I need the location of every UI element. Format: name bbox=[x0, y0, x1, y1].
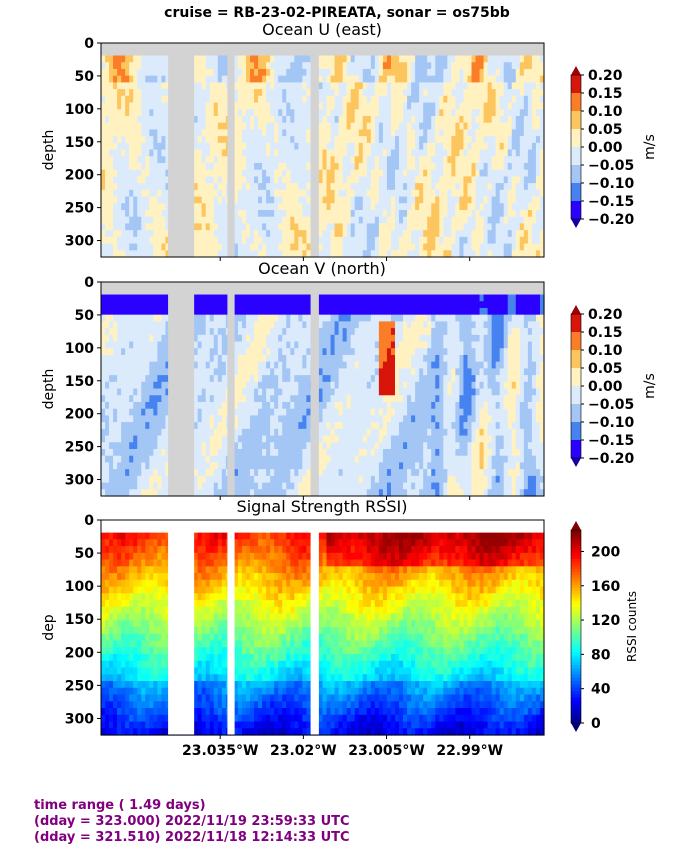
data-gap bbox=[310, 282, 319, 496]
y-tick-label: 300 bbox=[65, 473, 94, 489]
y-tick-label: 300 bbox=[65, 234, 94, 250]
data-gap bbox=[227, 520, 235, 735]
no-data-band bbox=[101, 43, 544, 56]
data-gap bbox=[168, 520, 195, 735]
suptitle: cruise = RB-23-02-PIREATA, sonar = os75b… bbox=[164, 5, 510, 21]
y-tick-label: 0 bbox=[84, 513, 94, 529]
y-axis-label: depth bbox=[41, 130, 57, 171]
heatmap-cells bbox=[101, 294, 545, 497]
axes-frame bbox=[100, 519, 545, 736]
y-tick-label: 150 bbox=[65, 374, 94, 390]
x-tick-label: 23.02°W bbox=[270, 743, 337, 759]
y-tick-label: 200 bbox=[65, 407, 94, 423]
heatmap-cells bbox=[101, 55, 545, 258]
colorbar-tick-label: 0.00 bbox=[588, 140, 623, 156]
data-gap bbox=[310, 520, 319, 735]
colorbar-tick-label: 80 bbox=[591, 647, 611, 663]
panel-2: Ocean V (north) 0 50 100 150 200 250 300 depth 0.… bbox=[41, 259, 658, 500]
colorbar-tick-label: −0.10 bbox=[588, 415, 635, 431]
heatmap-cells bbox=[101, 532, 545, 736]
data-gap bbox=[168, 43, 195, 257]
y-tick-label: 150 bbox=[65, 612, 94, 628]
y-axis-label: depth bbox=[41, 369, 57, 410]
colorbar-tick-label: −0.05 bbox=[588, 158, 634, 174]
y-tick-label: 250 bbox=[65, 678, 94, 694]
y-tick-label: 200 bbox=[65, 168, 94, 184]
panel-title: Ocean V (north) bbox=[258, 259, 386, 278]
y-tick-label: 50 bbox=[75, 546, 95, 562]
colorbar-tick-label: −0.15 bbox=[588, 194, 634, 210]
panel-title: Signal Strength RSSI) bbox=[237, 497, 408, 516]
dday-end-line: (dday = 323.000) 2022/11/19 23:59:33 UTC bbox=[34, 814, 350, 829]
colorbar-tick-label: 160 bbox=[591, 579, 620, 595]
colorbar-label: m/s bbox=[642, 373, 658, 399]
y-tick-label: 300 bbox=[65, 711, 94, 727]
colorbar-tick-label: 0.05 bbox=[588, 122, 623, 138]
x-tick-label: 22.99°W bbox=[436, 743, 503, 759]
colorbar: 0.20 0.15 0.10 0.05 0.00 −0.05 −0.10 −0.15 −0.20… bbox=[570, 66, 658, 228]
colorbar-label: RSSI counts bbox=[625, 591, 639, 662]
panel-1: Ocean U (east) 0 50 100 150 200 250 300 depth 0.2… bbox=[41, 20, 658, 261]
panel-title: Ocean U (east) bbox=[262, 20, 382, 39]
colorbar-tick-label: −0.10 bbox=[588, 176, 635, 192]
y-tick-label: 100 bbox=[65, 102, 94, 118]
y-tick-label: 100 bbox=[65, 579, 94, 595]
colorbar-tick-label: −0.20 bbox=[588, 212, 635, 228]
colorbar-tick-label: 0.10 bbox=[588, 343, 623, 359]
colorbar-tick-label: 0.05 bbox=[588, 361, 623, 377]
y-tick-label: 0 bbox=[84, 36, 94, 52]
colorbar-tick-label: 40 bbox=[591, 682, 611, 698]
y-tick-label: 50 bbox=[75, 69, 95, 85]
no-data-band bbox=[101, 282, 544, 295]
y-tick-label: 0 bbox=[84, 275, 94, 291]
colorbar-tick-label: 0.15 bbox=[588, 86, 623, 102]
data-gap bbox=[168, 282, 195, 496]
colorbar-tick-label: −0.20 bbox=[588, 451, 635, 467]
colorbar-tick-label: 0.20 bbox=[588, 68, 623, 84]
y-tick-label: 100 bbox=[65, 341, 94, 357]
data-gap bbox=[227, 43, 235, 257]
y-axis-label: dep bbox=[41, 614, 57, 641]
y-tick-label: 200 bbox=[65, 645, 94, 661]
x-tick-label: 23.035°W bbox=[182, 743, 258, 759]
panel-3: Signal Strength RSSI) 0 50 100 150 200 250 300 d… bbox=[41, 497, 639, 759]
colorbar-tick-label: 120 bbox=[591, 613, 620, 629]
axes-frame bbox=[100, 281, 545, 497]
colorbar-tick-label: 0.00 bbox=[588, 379, 623, 395]
axes-frame bbox=[100, 42, 545, 258]
dday-start-line: (dday = 321.510) 2022/11/18 12:14:33 UTC bbox=[34, 830, 350, 845]
colorbar-tick-label: 0.15 bbox=[588, 325, 623, 341]
y-tick-label: 50 bbox=[75, 308, 95, 324]
no-data-band bbox=[101, 520, 544, 533]
colorbar-tick-label: 0.10 bbox=[588, 104, 623, 120]
x-tick-label: 23.005°W bbox=[348, 743, 424, 759]
colorbar-tick-label: −0.15 bbox=[588, 433, 634, 449]
y-tick-label: 150 bbox=[65, 135, 94, 151]
colorbar: 200 160 120 80 40 0 RSSI counts bbox=[570, 521, 639, 732]
time-range-line: time range ( 1.49 days) bbox=[34, 798, 206, 813]
y-tick-label: 250 bbox=[65, 201, 94, 217]
time-range-footer: time range ( 1.49 days) (dday = 323.000)… bbox=[34, 798, 350, 846]
colorbar-tick-label: 200 bbox=[591, 544, 620, 560]
data-gap bbox=[227, 282, 235, 496]
y-tick-label: 250 bbox=[65, 440, 94, 456]
data-gap bbox=[310, 43, 319, 257]
colorbar-tick-label: 0.20 bbox=[588, 307, 623, 323]
colorbar-tick-label: 0 bbox=[591, 716, 601, 732]
colorbar-label: m/s bbox=[642, 134, 658, 160]
colorbar-tick-label: −0.05 bbox=[588, 397, 634, 413]
colorbar: 0.20 0.15 0.10 0.05 0.00 −0.05 −0.10 −0.15 −0.20… bbox=[570, 305, 658, 467]
